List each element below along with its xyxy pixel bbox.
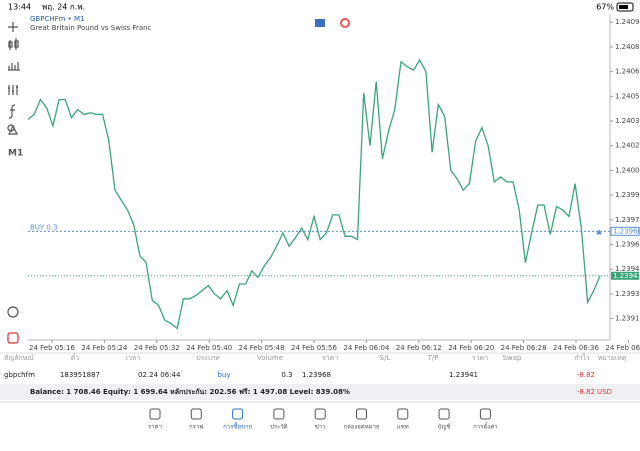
y-tick-label: 1.24065 bbox=[615, 68, 640, 76]
nav-icon[interactable] bbox=[356, 408, 367, 420]
x-tick-label: 24 Feb 06:44 bbox=[605, 344, 640, 352]
column-header: Swap bbox=[503, 354, 522, 362]
nav-label[interactable]: แชท bbox=[397, 424, 409, 431]
price-label: 1.23941 bbox=[613, 272, 640, 280]
trade-icon[interactable] bbox=[7, 332, 19, 344]
nav-icon[interactable] bbox=[149, 408, 161, 420]
column-header: ตั๋ว bbox=[71, 353, 80, 362]
chart-type-icon[interactable] bbox=[8, 38, 19, 50]
nav-label[interactable]: การซื้อขาย bbox=[223, 421, 252, 431]
y-tick-label: 1.2405 bbox=[615, 92, 640, 100]
nav-icon[interactable] bbox=[190, 408, 202, 420]
chart-title: GBPCHFm • M1 bbox=[30, 15, 85, 23]
order-label: BUY 0.3 bbox=[30, 223, 58, 231]
battery-level bbox=[619, 5, 628, 9]
depth-icon[interactable] bbox=[340, 18, 350, 28]
x-tick-label: 24 Feb 06:12 bbox=[396, 344, 442, 352]
y-tick-label: 1.2402 bbox=[615, 142, 640, 150]
nav-icon[interactable] bbox=[397, 408, 409, 420]
order-marker bbox=[596, 229, 602, 235]
x-tick-label: 24 Feb 05:32 bbox=[134, 344, 180, 352]
x-tick-label: 24 Feb 05:48 bbox=[239, 344, 285, 352]
y-tick-label: 1.2396 bbox=[615, 241, 640, 249]
nav-label[interactable]: กล่องจดหมาย bbox=[343, 424, 379, 431]
nav-label[interactable]: บัญชี bbox=[438, 423, 451, 431]
nav-label[interactable]: ราคา bbox=[148, 424, 162, 431]
nav-icon[interactable] bbox=[232, 408, 244, 420]
nav-label[interactable]: การตั้งค่า bbox=[473, 421, 497, 431]
nav-label[interactable]: ข่าว bbox=[315, 424, 326, 431]
y-tick-label: 1.24095 bbox=[615, 18, 640, 26]
column-header: ราคา bbox=[472, 354, 488, 362]
total-profit: -8.82 bbox=[577, 388, 595, 396]
x-tick-label: 24 Feb 05:16 bbox=[29, 344, 75, 352]
price-series bbox=[27, 58, 601, 330]
battery-label: 67% bbox=[596, 3, 614, 12]
column-header: สัญลักษณ์ bbox=[4, 354, 34, 362]
nav-label[interactable]: กราฟ bbox=[189, 424, 203, 431]
account-summary: Balance: 1 708.46 Equity: 1 699.64 หลักป… bbox=[30, 388, 350, 396]
nav-icon[interactable] bbox=[438, 408, 450, 420]
column-header: Volume bbox=[257, 354, 283, 362]
cell: 183951887 bbox=[60, 371, 100, 379]
cell: buy bbox=[217, 371, 230, 379]
crosshair-icon[interactable] bbox=[8, 22, 18, 32]
x-tick-label: 24 Feb 06:36 bbox=[553, 344, 599, 352]
chart-subtitle: Great Britain Pound vs Swiss Franc bbox=[30, 24, 152, 32]
y-tick-label: 1.23975 bbox=[615, 216, 640, 224]
currency: USD bbox=[597, 388, 612, 396]
nav-icon[interactable] bbox=[273, 408, 285, 420]
summary-bg bbox=[0, 384, 640, 400]
column-header: หมายเหตุ bbox=[598, 354, 627, 362]
cell: 0.3 bbox=[281, 371, 292, 379]
nav-icon[interactable] bbox=[479, 408, 491, 420]
x-tick-label: 24 Feb 05:56 bbox=[291, 344, 337, 352]
clock: 13:44 bbox=[8, 3, 31, 12]
history-icon[interactable] bbox=[7, 306, 19, 318]
column-header: S/L bbox=[380, 354, 391, 362]
cell: 1.23941 bbox=[449, 371, 478, 379]
objects-icon[interactable] bbox=[7, 124, 18, 135]
y-tick-label: 1.23945 bbox=[615, 265, 640, 273]
nav-icon[interactable] bbox=[314, 408, 326, 420]
column-header: ประเภท bbox=[196, 354, 220, 362]
toolbar bbox=[7, 22, 20, 344]
timeframe[interactable]: M1 bbox=[8, 149, 23, 159]
cell: gbpchfm bbox=[4, 371, 35, 379]
x-tick-label: 24 Feb 06:20 bbox=[448, 344, 494, 352]
nav-label[interactable]: ประวัติ bbox=[270, 424, 288, 431]
x-tick-label: 24 Feb 06:28 bbox=[501, 344, 547, 352]
one-click-icon[interactable] bbox=[315, 19, 325, 27]
column-header: กำไร bbox=[574, 353, 590, 362]
settings-icon[interactable] bbox=[8, 85, 18, 95]
column-header: ราคา bbox=[322, 354, 338, 362]
date: พฤ. 24 ก.พ. bbox=[42, 3, 85, 12]
x-tick-label: 24 Feb 05:40 bbox=[186, 344, 232, 352]
indicators-icon[interactable] bbox=[8, 62, 20, 71]
price-box bbox=[611, 271, 639, 280]
cell: -8.82 bbox=[577, 371, 595, 379]
y-tick-label: 1.2408 bbox=[615, 43, 640, 51]
column-header: T/P bbox=[427, 354, 439, 362]
y-tick-label: 1.2399 bbox=[615, 191, 640, 199]
x-tick-label: 24 Feb 06:04 bbox=[343, 344, 389, 352]
order-price-box bbox=[610, 226, 640, 236]
y-tick-label: 1.24005 bbox=[615, 166, 640, 174]
x-tick-label: 24 Feb 05:24 bbox=[81, 344, 127, 352]
column-header: เวลา bbox=[126, 354, 141, 362]
function-icon[interactable] bbox=[8, 104, 16, 119]
cell: 1.23968 bbox=[302, 371, 331, 379]
order-price: 1.23968 bbox=[613, 227, 640, 235]
cell: 02.24 06:44 bbox=[138, 371, 181, 379]
y-tick-label: 1.2393 bbox=[615, 290, 640, 298]
battery-icon bbox=[616, 2, 634, 12]
y-tick-label: 1.23915 bbox=[615, 315, 640, 323]
y-tick-label: 1.24035 bbox=[615, 117, 640, 125]
